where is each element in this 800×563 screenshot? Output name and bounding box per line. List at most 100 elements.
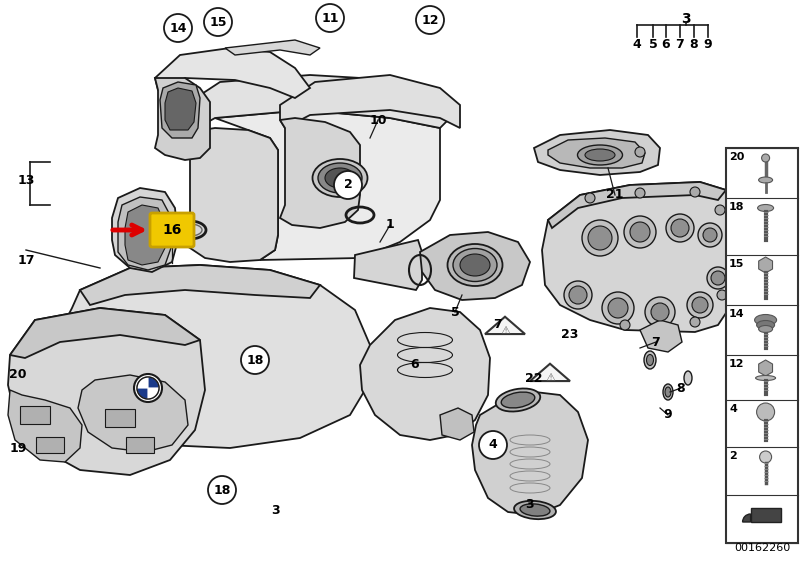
Text: 22: 22 <box>526 372 542 385</box>
Text: 5: 5 <box>450 306 459 319</box>
Polygon shape <box>10 308 200 358</box>
Circle shape <box>620 320 630 330</box>
Polygon shape <box>155 48 310 98</box>
Polygon shape <box>55 265 370 448</box>
Wedge shape <box>148 388 159 399</box>
Text: 13: 13 <box>18 173 34 186</box>
Text: 18: 18 <box>214 484 230 497</box>
Text: 18: 18 <box>246 354 264 367</box>
Circle shape <box>479 431 507 459</box>
Polygon shape <box>548 182 726 228</box>
Text: 3: 3 <box>270 503 279 516</box>
Text: ⚠: ⚠ <box>500 326 510 336</box>
Text: ⚠: ⚠ <box>545 373 555 383</box>
Polygon shape <box>8 308 205 475</box>
Polygon shape <box>542 182 728 332</box>
Ellipse shape <box>496 388 540 412</box>
Text: 20: 20 <box>10 369 26 382</box>
Circle shape <box>585 193 595 203</box>
Circle shape <box>762 154 770 162</box>
Text: 2: 2 <box>344 178 352 191</box>
Polygon shape <box>420 232 530 300</box>
Circle shape <box>690 187 700 197</box>
Polygon shape <box>165 88 196 130</box>
Ellipse shape <box>460 254 490 276</box>
Ellipse shape <box>514 501 556 519</box>
Polygon shape <box>225 40 320 55</box>
Text: 23: 23 <box>562 328 578 342</box>
Circle shape <box>204 8 232 36</box>
Ellipse shape <box>578 145 622 165</box>
Circle shape <box>134 374 162 402</box>
Text: 17: 17 <box>18 253 34 266</box>
Polygon shape <box>185 120 278 262</box>
Circle shape <box>241 346 269 374</box>
Circle shape <box>666 214 694 242</box>
Ellipse shape <box>646 355 654 365</box>
Text: 4: 4 <box>633 38 642 51</box>
Text: 14: 14 <box>729 309 745 319</box>
Polygon shape <box>472 392 588 515</box>
Text: 9: 9 <box>664 409 672 422</box>
Circle shape <box>208 476 236 504</box>
Polygon shape <box>354 240 422 290</box>
Polygon shape <box>485 317 525 334</box>
Text: 10: 10 <box>370 114 386 127</box>
Circle shape <box>707 267 729 289</box>
Circle shape <box>692 297 708 313</box>
Circle shape <box>164 14 192 42</box>
Polygon shape <box>640 320 682 352</box>
Polygon shape <box>530 364 570 381</box>
Bar <box>726 148 798 543</box>
Ellipse shape <box>754 315 777 325</box>
Text: 6: 6 <box>410 359 419 372</box>
Ellipse shape <box>520 504 550 516</box>
Polygon shape <box>20 406 50 424</box>
Polygon shape <box>215 110 440 260</box>
Text: 16: 16 <box>162 223 182 237</box>
Polygon shape <box>360 308 490 440</box>
Circle shape <box>588 226 612 250</box>
Polygon shape <box>125 205 165 265</box>
Text: 21: 21 <box>606 189 624 202</box>
Text: 8: 8 <box>690 38 698 51</box>
Ellipse shape <box>453 248 497 282</box>
Wedge shape <box>137 388 148 399</box>
Polygon shape <box>280 75 460 128</box>
Circle shape <box>717 290 727 300</box>
Circle shape <box>760 451 771 463</box>
Polygon shape <box>126 437 154 453</box>
Text: 5: 5 <box>649 38 658 51</box>
Wedge shape <box>137 377 148 388</box>
Ellipse shape <box>758 325 773 333</box>
Circle shape <box>711 271 725 285</box>
Ellipse shape <box>665 387 671 397</box>
Ellipse shape <box>502 392 534 408</box>
Text: 2: 2 <box>729 451 737 461</box>
Circle shape <box>334 171 362 199</box>
Circle shape <box>624 216 656 248</box>
Circle shape <box>564 281 592 309</box>
Polygon shape <box>758 257 773 273</box>
Polygon shape <box>118 197 172 270</box>
Polygon shape <box>185 75 450 132</box>
Polygon shape <box>280 118 360 228</box>
Circle shape <box>651 303 669 321</box>
Text: 7: 7 <box>652 336 660 348</box>
Text: 15: 15 <box>210 16 226 29</box>
Ellipse shape <box>757 320 774 329</box>
Circle shape <box>635 147 645 157</box>
Polygon shape <box>160 82 200 138</box>
Ellipse shape <box>585 149 615 161</box>
Text: 4: 4 <box>489 439 498 452</box>
Text: 18: 18 <box>729 202 745 212</box>
Text: 12: 12 <box>729 359 745 369</box>
Polygon shape <box>112 188 178 272</box>
Text: 8: 8 <box>677 382 686 395</box>
Circle shape <box>703 228 717 242</box>
Polygon shape <box>36 437 64 453</box>
Text: 20: 20 <box>729 152 744 162</box>
Text: 9: 9 <box>704 38 712 51</box>
Circle shape <box>608 298 628 318</box>
Polygon shape <box>8 390 82 462</box>
